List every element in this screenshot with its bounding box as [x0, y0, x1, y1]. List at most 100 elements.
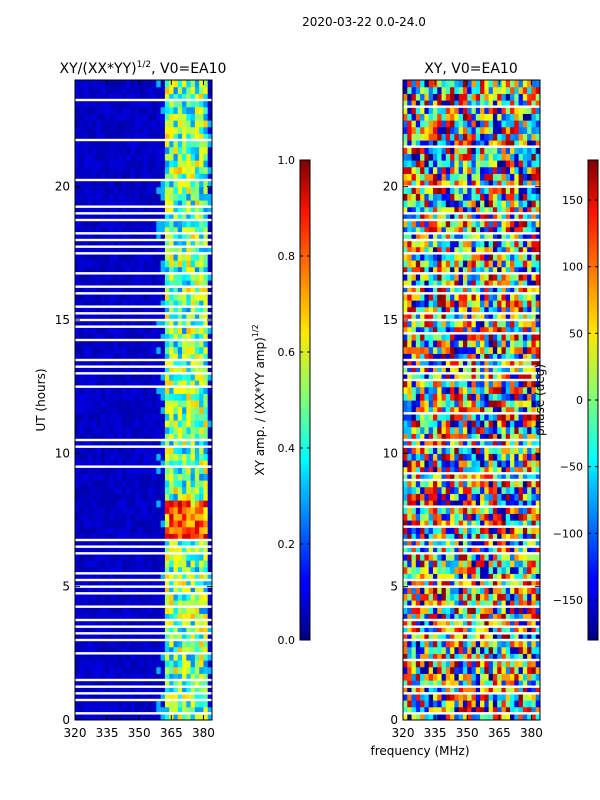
amplitude-heatmap-cell: [182, 246, 187, 254]
phase-heatmap-cell: [424, 533, 430, 541]
amplitude-heatmap-cell: [83, 86, 89, 94]
phase-heatmap-cell: [467, 706, 473, 714]
amplitude-heatmap-cell: [134, 106, 140, 114]
amplitude-heatmap-cell: [194, 313, 200, 321]
phase-heatmap-cell: [432, 406, 438, 414]
phase-heatmap-cell: [458, 526, 464, 534]
amplitude-flagged-row: [75, 292, 212, 295]
phase-heatmap-cell: [492, 686, 498, 694]
amplitude-heatmap-cell: [83, 340, 89, 348]
amplitude-heatmap-cell: [130, 540, 136, 548]
phase-heatmap-cell: [505, 386, 511, 394]
amplitude-heatmap-cell: [190, 586, 196, 594]
amplitude-heatmap-cell: [100, 493, 106, 501]
phase-heatmap-cell: [527, 606, 533, 614]
phase-heatmap-cell: [497, 546, 503, 554]
phase-heatmap-cell: [484, 380, 490, 388]
amplitude-heatmap-cell: [143, 180, 149, 188]
phase-heatmap-cell: [492, 380, 498, 388]
amplitude-heatmap-cell: [134, 146, 140, 154]
amplitude-heatmap-cell: [173, 166, 179, 174]
amplitude-heatmap-cell: [126, 146, 132, 154]
amplitude-heatmap-cell: [169, 406, 175, 414]
amplitude-heatmap-cell: [190, 326, 196, 334]
phase-heatmap-cell: [458, 513, 464, 521]
amplitude-heatmap-cell: [79, 233, 85, 241]
phase-heatmap-cell: [475, 553, 481, 561]
amplitude-heatmap-cell: [79, 293, 85, 301]
amplitude-heatmap-cell: [190, 233, 196, 241]
amplitude-heatmap-cell: [126, 386, 132, 394]
amplitude-heatmap-cell: [104, 420, 110, 428]
amplitude-heatmap-cell: [169, 300, 175, 308]
amplitude-heatmap-cell: [194, 213, 200, 221]
phase-heatmap-cell: [535, 526, 540, 534]
amplitude-heatmap-cell: [182, 313, 187, 321]
amplitude-heatmap-cell: [152, 706, 157, 714]
amplitude-heatmap-cell: [92, 440, 98, 448]
amplitude-heatmap-cell: [130, 666, 136, 674]
phase-heatmap-cell: [488, 693, 494, 701]
phase-heatmap-cell: [467, 413, 473, 421]
amplitude-heatmap-cell: [117, 306, 123, 314]
phase-heatmap-cell: [428, 600, 434, 608]
phase-heatmap-cell: [462, 600, 468, 608]
phase-heatmap-cell: [458, 460, 464, 468]
phase-heatmap-cell: [428, 413, 434, 421]
phase-heatmap-cell: [535, 466, 540, 474]
phase-heatmap-cell: [514, 473, 520, 481]
phase-heatmap-cell: [420, 666, 426, 674]
amplitude-heatmap-cell: [75, 553, 80, 561]
phase-heatmap-cell: [505, 506, 511, 514]
phase-heatmap-cell: [488, 580, 494, 588]
amplitude-heatmap-cell: [104, 586, 110, 594]
amplitude-heatmap-cell: [96, 266, 102, 274]
amplitude-heatmap-cell: [79, 533, 85, 541]
amplitude-heatmap-cell: [87, 713, 93, 720]
phase-heatmap-cell: [522, 540, 528, 548]
amplitude-heatmap-cell: [92, 413, 98, 421]
amplitude-heatmap-cell: [126, 700, 132, 708]
amplitude-heatmap-cell: [173, 253, 179, 261]
amplitude-heatmap-cell: [152, 566, 157, 574]
amplitude-heatmap-cell: [134, 380, 140, 388]
amplitude-heatmap-cell: [79, 93, 85, 101]
amplitude-heatmap-cell: [104, 426, 110, 434]
amplitude-heatmap-cell: [92, 613, 98, 621]
phase-heatmap-cell: [518, 580, 524, 588]
amplitude-heatmap-cell: [199, 460, 205, 468]
phase-heatmap-cell: [505, 426, 511, 434]
phase-heatmap-cell: [484, 453, 490, 461]
phase-heatmap-cell: [432, 486, 438, 494]
phase-heatmap-cell: [501, 446, 507, 454]
amplitude-heatmap-cell: [92, 653, 98, 661]
phase-heatmap-cell: [471, 573, 477, 581]
amplitude-heatmap-cell: [109, 486, 115, 494]
amplitude-heatmap-cell: [169, 353, 175, 361]
amplitude-heatmap-cell: [113, 140, 119, 148]
phase-heatmap-cell: [531, 560, 537, 568]
amplitude-heatmap-cell: [104, 433, 110, 441]
phase-heatmap-cell: [488, 520, 494, 528]
amplitude-heatmap-cell: [173, 706, 179, 714]
amplitude-heatmap-cell: [122, 340, 127, 348]
phase-heatmap-cell: [484, 366, 490, 374]
phase-heatmap-cell: [403, 653, 408, 661]
amplitude-heatmap-cell: [194, 586, 200, 594]
phase-heatmap-cell: [407, 380, 413, 388]
phase-heatmap-cell: [450, 553, 455, 561]
amplitude-heatmap-cell: [160, 560, 166, 568]
phase-heatmap-cell: [514, 533, 520, 541]
amplitude-heatmap-cell: [182, 353, 187, 361]
phase-heatmap-cell: [510, 546, 515, 554]
amplitude-heatmap-cell: [152, 640, 157, 648]
phase-heatmap-cell: [462, 480, 468, 488]
phase-heatmap-cell: [407, 486, 413, 494]
amplitude-heatmap-cell: [152, 606, 157, 614]
phase-heatmap-cell: [462, 460, 468, 468]
amplitude-heatmap-cell: [92, 173, 98, 181]
amplitude-heatmap-cell: [152, 560, 157, 568]
amplitude-heatmap-cell: [152, 180, 157, 188]
phase-heatmap-cell: [531, 400, 537, 408]
amplitude-heatmap-cell: [147, 673, 153, 681]
